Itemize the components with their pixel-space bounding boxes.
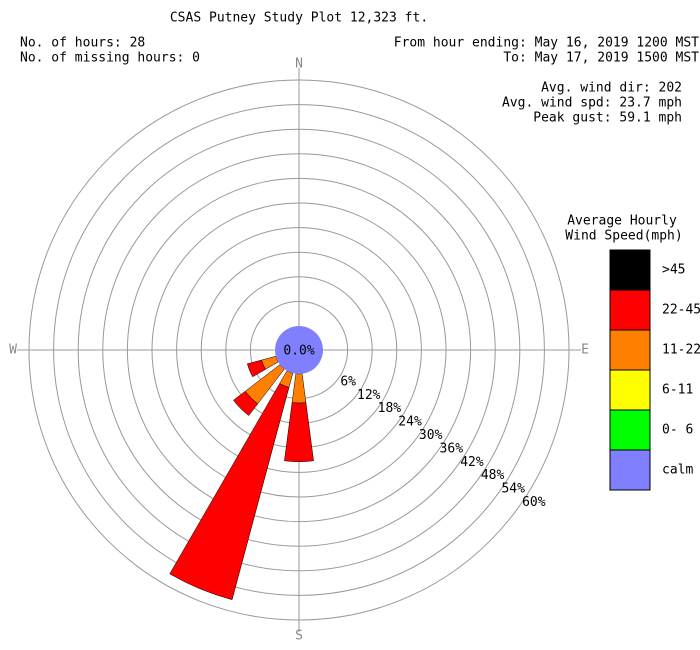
- ring-label: 30%: [419, 428, 443, 443]
- petal-segment: [233, 390, 259, 416]
- petal-segment: [284, 402, 314, 462]
- ring-label: 12%: [357, 388, 381, 403]
- legend-label: 22-45: [662, 303, 700, 318]
- petal-segment: [246, 359, 266, 378]
- petal-segment: [169, 383, 290, 601]
- legend-label: 11-22: [662, 343, 700, 358]
- stat: Avg. wind spd: 23.7 mph: [502, 96, 682, 111]
- legend-title: Average Hourly: [567, 214, 677, 229]
- legend-title: Wind Speed(mph): [565, 229, 682, 244]
- ring-label: 36%: [440, 441, 464, 456]
- calm-label: 0.0%: [283, 344, 314, 359]
- info-left: No. of missing hours: 0: [20, 51, 200, 66]
- ring-label: 24%: [398, 415, 422, 430]
- legend-label: 6-11: [662, 383, 693, 398]
- ring-label: 48%: [481, 468, 505, 483]
- ring-label: 54%: [501, 482, 525, 497]
- compass-label: S: [295, 629, 303, 644]
- legend-label: calm: [662, 463, 693, 478]
- info-right: To: May 17, 2019 1500 MST: [503, 51, 699, 66]
- info-right: From hour ending: May 16, 2019 1200 MST: [394, 36, 699, 51]
- compass-label: W: [9, 343, 17, 358]
- legend-swatch: [609, 369, 651, 411]
- legend-label: >45: [662, 263, 685, 278]
- ring-label: 42%: [460, 455, 484, 470]
- legend-swatch: [609, 449, 651, 491]
- stat: Avg. wind dir: 202: [541, 81, 682, 96]
- chart-title: CSAS Putney Study Plot 12,323 ft.: [170, 11, 428, 26]
- legend-label: 0- 6: [662, 423, 693, 438]
- legend-swatch: [609, 329, 651, 371]
- ring-label: 60%: [522, 495, 546, 510]
- legend-swatch: [609, 409, 651, 451]
- calm-circle: [275, 326, 323, 374]
- ring-label: 6%: [340, 374, 356, 389]
- legend-swatch: [609, 249, 651, 291]
- ring-label: 18%: [378, 401, 402, 416]
- compass-label: N: [295, 57, 303, 72]
- compass-label: E: [581, 343, 589, 358]
- legend-swatch: [609, 289, 651, 331]
- info-left: No. of hours: 28: [20, 36, 145, 51]
- stat: Peak gust: 59.1 mph: [533, 111, 682, 126]
